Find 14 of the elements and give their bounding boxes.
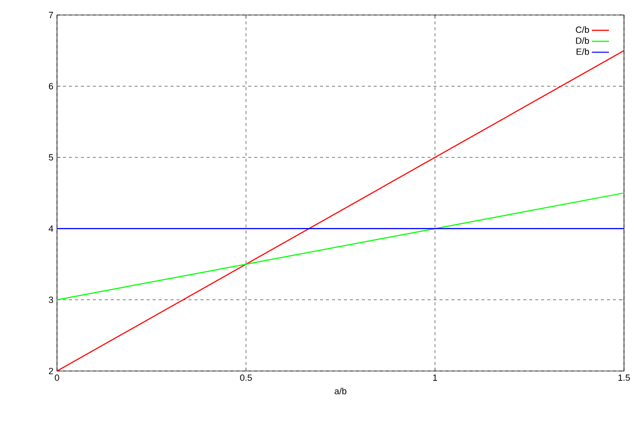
- x-tick-label: 0.5: [240, 374, 252, 381]
- y-tick-label: 6: [48, 83, 54, 90]
- legend-label: E/b: [576, 48, 590, 55]
- y-tick-label: 3: [48, 296, 54, 303]
- y-tick-label: 2: [48, 368, 54, 374]
- x-axis-title: a/b: [334, 388, 346, 394]
- y-tick-label: 7: [48, 12, 54, 18]
- x-tick-label: 1: [433, 374, 438, 381]
- legend-label: D/b: [576, 37, 590, 44]
- x-tick-label: 0: [54, 374, 60, 381]
- legend-label: C/b: [576, 26, 590, 33]
- y-tick-label: 5: [48, 154, 54, 161]
- y-tick-label: 4: [48, 226, 54, 232]
- x-tick-label: 1.5: [618, 374, 630, 381]
